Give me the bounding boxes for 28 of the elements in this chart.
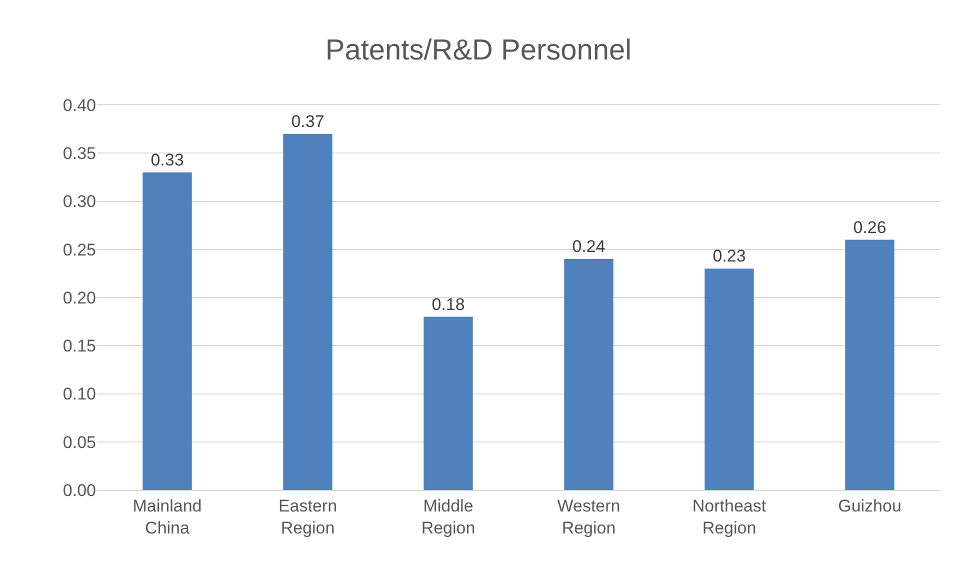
x-tick-label: Western Region: [557, 496, 620, 538]
data-label: 0.33: [150, 150, 184, 170]
bar: [142, 172, 192, 490]
y-tick-label: 0.25: [62, 240, 96, 260]
y-tick-label: 0.10: [62, 384, 96, 404]
bar: [845, 240, 894, 490]
y-tick-label: 0.35: [62, 144, 96, 164]
x-tick-label: Mainland China: [132, 496, 202, 538]
y-tick-label: 0.00: [62, 480, 96, 500]
y-tick-label: 0.20: [62, 288, 96, 308]
data-label: 0.24: [572, 237, 606, 256]
y-tick-label: 0.40: [62, 96, 96, 115]
x-tick-label: Guizhou: [838, 496, 902, 516]
x-tick-label: Eastern Region: [278, 496, 338, 538]
y-tick-label: 0.15: [62, 336, 96, 356]
bar: [424, 316, 473, 490]
x-tick-label: Northeast Region: [692, 496, 766, 538]
x-tick-label: Middle Region: [421, 496, 476, 538]
data-label: 0.18: [432, 294, 465, 314]
data-label: 0.23: [712, 246, 746, 266]
bar: [283, 134, 332, 490]
y-tick-label: 0.30: [62, 192, 96, 212]
data-label: 0.37: [291, 112, 324, 131]
data-label: 0.26: [853, 218, 886, 237]
chart-title: Patents/R&D Personnel: [325, 34, 632, 66]
bar: [564, 259, 614, 490]
y-tick-label: 0.05: [62, 432, 96, 452]
bar: [704, 268, 754, 490]
